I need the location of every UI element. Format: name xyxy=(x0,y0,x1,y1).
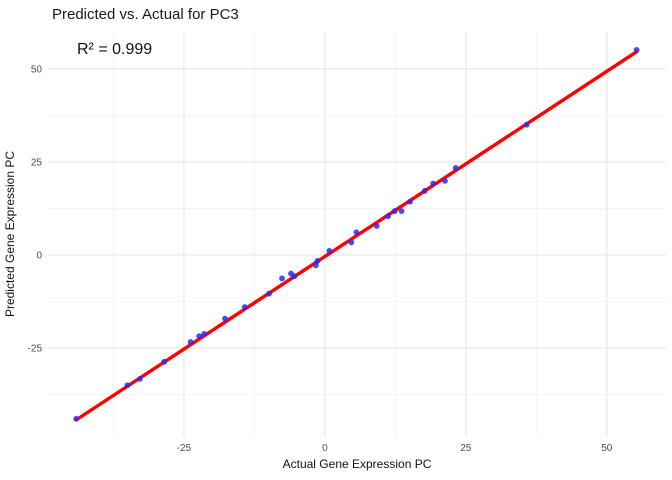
data-point xyxy=(407,198,413,205)
data-point xyxy=(124,382,131,389)
y-tick-label: 0 xyxy=(36,250,42,261)
y-axis-title: Predicted Gene Expression PC xyxy=(3,151,17,317)
major-gridlines xyxy=(48,32,666,437)
y-tick-label: 50 xyxy=(31,64,43,75)
r-squared-annotation: R² = 0.999 xyxy=(77,41,152,58)
data-point xyxy=(452,164,459,171)
data-point xyxy=(241,304,248,310)
data-point xyxy=(73,415,80,422)
plot-title: Predicted vs. Actual for PC3 xyxy=(52,6,239,23)
x-axis-title: Actual Gene Expression PC xyxy=(283,457,432,471)
data-point xyxy=(312,262,319,269)
data-points xyxy=(73,46,640,422)
data-point xyxy=(196,333,203,340)
data-point xyxy=(353,229,360,236)
data-point xyxy=(326,247,333,254)
data-point xyxy=(266,290,272,297)
data-point xyxy=(385,213,391,220)
data-point xyxy=(391,208,398,214)
data-point xyxy=(279,275,285,282)
regression-line xyxy=(74,50,639,422)
data-point xyxy=(314,258,321,264)
data-point xyxy=(291,273,298,280)
data-point xyxy=(633,46,640,53)
data-point xyxy=(523,121,530,128)
minor-gridlines xyxy=(48,32,666,437)
data-point xyxy=(373,223,380,229)
data-point xyxy=(442,177,448,184)
data-point xyxy=(201,330,208,337)
x-tick-label: 50 xyxy=(601,443,613,454)
fit-line xyxy=(74,50,639,422)
x-tick-label: 25 xyxy=(460,443,472,454)
data-point xyxy=(398,208,405,214)
x-tick-label: 0 xyxy=(322,443,328,454)
y-tick-label: 25 xyxy=(31,157,43,168)
y-tick-label: -25 xyxy=(28,344,43,355)
data-point xyxy=(421,188,428,194)
data-point xyxy=(161,358,168,365)
data-point xyxy=(137,376,143,382)
axis-tick-labels: -25 0 25 50 -25 0 25 50 xyxy=(28,64,613,454)
data-point xyxy=(430,180,437,187)
data-point xyxy=(348,239,355,246)
x-tick-label: -25 xyxy=(177,443,192,454)
data-point xyxy=(187,339,194,345)
data-point xyxy=(222,315,228,322)
